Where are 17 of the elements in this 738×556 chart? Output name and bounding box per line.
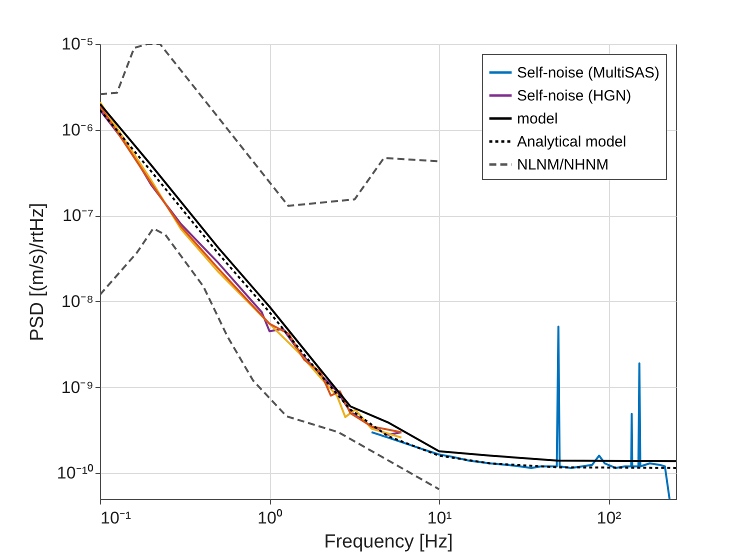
- legend-label: Self-noise (HGN): [517, 88, 632, 104]
- y-tick-label: 10⁻⁹: [61, 378, 94, 397]
- legend-label: NLNM/NHNM: [517, 156, 609, 174]
- y-tick-label: 10⁻⁵: [62, 34, 94, 54]
- x-tick-label: 10¹: [427, 508, 452, 528]
- y-tick-label: 10⁻⁷: [62, 206, 94, 226]
- y-tick-label: 10⁻¹⁰: [56, 464, 94, 483]
- legend-label: Self-noise (MultiSAS): [517, 64, 660, 82]
- legend-label: Analytical model: [517, 134, 626, 150]
- y-axis-title: PSD [(m/s)/rtHz]: [26, 202, 48, 342]
- y-tick-label: 10⁻⁸: [61, 292, 94, 311]
- legend-label: model: [517, 110, 558, 128]
- x-tick-label: 10⁰: [258, 508, 282, 528]
- x-tick-label: 10⁻¹: [100, 508, 132, 528]
- x-tick-label: 10²: [596, 508, 622, 528]
- x-axis-title: Frequency [Hz]: [324, 532, 453, 552]
- y-tick-label: 10⁻⁶: [62, 120, 94, 140]
